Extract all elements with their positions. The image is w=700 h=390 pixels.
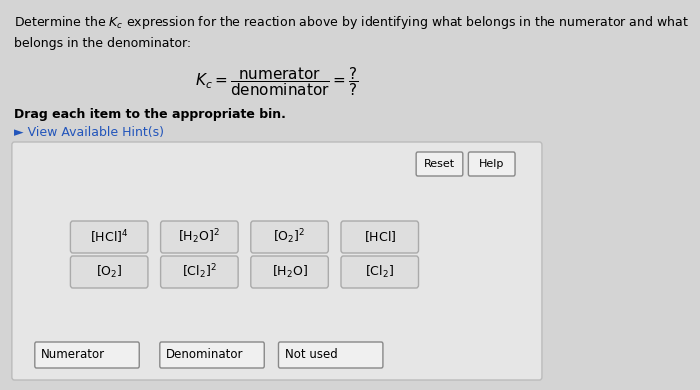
Text: Drag each item to the appropriate bin.: Drag each item to the appropriate bin. [14, 108, 286, 121]
FancyBboxPatch shape [35, 342, 139, 368]
Text: $[\mathrm{Cl_2}]^2$: $[\mathrm{Cl_2}]^2$ [182, 262, 217, 281]
FancyBboxPatch shape [416, 152, 463, 176]
Text: Numerator: Numerator [41, 349, 105, 362]
FancyBboxPatch shape [251, 256, 328, 288]
FancyBboxPatch shape [468, 152, 515, 176]
FancyBboxPatch shape [251, 221, 328, 253]
FancyBboxPatch shape [12, 142, 542, 380]
FancyBboxPatch shape [160, 221, 238, 253]
FancyBboxPatch shape [341, 221, 419, 253]
Text: $[\mathrm{O_2}]^2$: $[\mathrm{O_2}]^2$ [274, 228, 306, 246]
Text: Denominator: Denominator [166, 349, 244, 362]
Text: Reset: Reset [424, 159, 455, 169]
FancyBboxPatch shape [71, 256, 148, 288]
Text: $[\mathrm{HCl}]^4$: $[\mathrm{HCl}]^4$ [90, 228, 128, 246]
FancyBboxPatch shape [71, 221, 148, 253]
Text: $[\mathrm{H_2O}]^2$: $[\mathrm{H_2O}]^2$ [178, 228, 220, 246]
FancyBboxPatch shape [160, 256, 238, 288]
FancyBboxPatch shape [341, 256, 419, 288]
Text: Help: Help [479, 159, 505, 169]
Text: $[\mathrm{Cl_2}]$: $[\mathrm{Cl_2}]$ [365, 264, 394, 280]
FancyBboxPatch shape [279, 342, 383, 368]
Text: $[\mathrm{H_2O}]$: $[\mathrm{H_2O}]$ [272, 264, 307, 280]
Text: ► View Available Hint(s): ► View Available Hint(s) [14, 126, 164, 139]
Text: $[\mathrm{O_2}]$: $[\mathrm{O_2}]$ [96, 264, 122, 280]
FancyBboxPatch shape [160, 342, 264, 368]
Text: $[\mathrm{HCl}]$: $[\mathrm{HCl}]$ [363, 230, 396, 245]
Text: Not used: Not used [285, 349, 337, 362]
Text: Determine the $K_c$ expression for the reaction above by identifying what belong: Determine the $K_c$ expression for the r… [14, 14, 689, 50]
Text: $K_c = \dfrac{\mathrm{numerator}}{\mathrm{denominator}} = \dfrac{?}{?}$: $K_c = \dfrac{\mathrm{numerator}}{\mathr… [195, 66, 358, 98]
